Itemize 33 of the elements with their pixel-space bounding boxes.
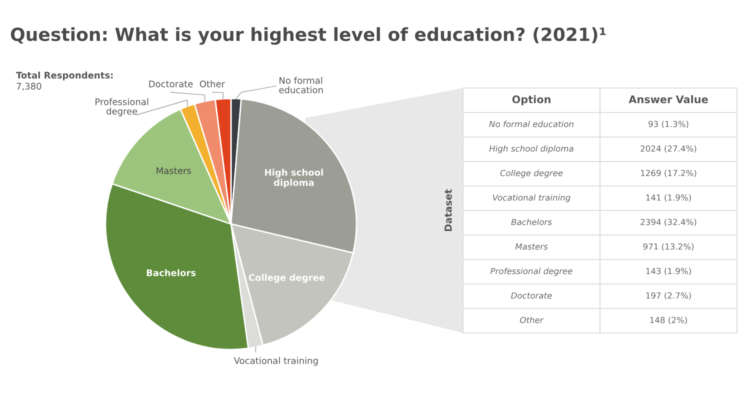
text: 148 (2%) — [650, 316, 687, 324]
text: 197 (2.7%) — [646, 292, 691, 300]
text: 141 (1.9%) — [646, 194, 691, 202]
text: 93 (1.3%) — [648, 120, 688, 128]
slice-label: Professional degree — [96, 98, 148, 116]
slice-label: No formal education — [279, 76, 323, 94]
slice-label: Other — [200, 80, 225, 88]
slice-label: College degree — [248, 274, 325, 283]
text: 2024 (27.4%) — [640, 145, 696, 153]
slice-label: Vocational training — [234, 357, 318, 366]
text: Total Respondents: — [16, 72, 113, 80]
text: Doctorate — [511, 292, 552, 299]
text: Option — [512, 95, 550, 106]
text: 7,380 — [16, 82, 42, 91]
text: High school diploma — [489, 145, 574, 154]
text: 1269 (17.2%) — [641, 170, 696, 178]
text: Dataset — [444, 189, 452, 232]
text: 971 (13.2%) — [643, 243, 694, 251]
text: Vocational training — [492, 194, 570, 202]
text: Masters — [515, 243, 548, 250]
text: College degree — [500, 170, 563, 178]
text: Other — [520, 316, 544, 324]
slice-label: Bachelors — [146, 269, 196, 276]
slice-label: Masters — [156, 167, 191, 174]
text: 143 (1.9%) — [646, 268, 691, 276]
text: Bachelors — [511, 218, 552, 226]
text: Professional degree — [490, 268, 572, 276]
text: Answer Value — [628, 95, 708, 104]
chart-title: Question: What is your highest level of education? (2021)¹ — [10, 27, 606, 45]
text: 2394 (32.4%) — [640, 218, 696, 226]
slice-label: Doctorate — [149, 80, 193, 88]
text: No formal education — [489, 120, 574, 128]
slice-label: High school diploma — [265, 168, 323, 188]
